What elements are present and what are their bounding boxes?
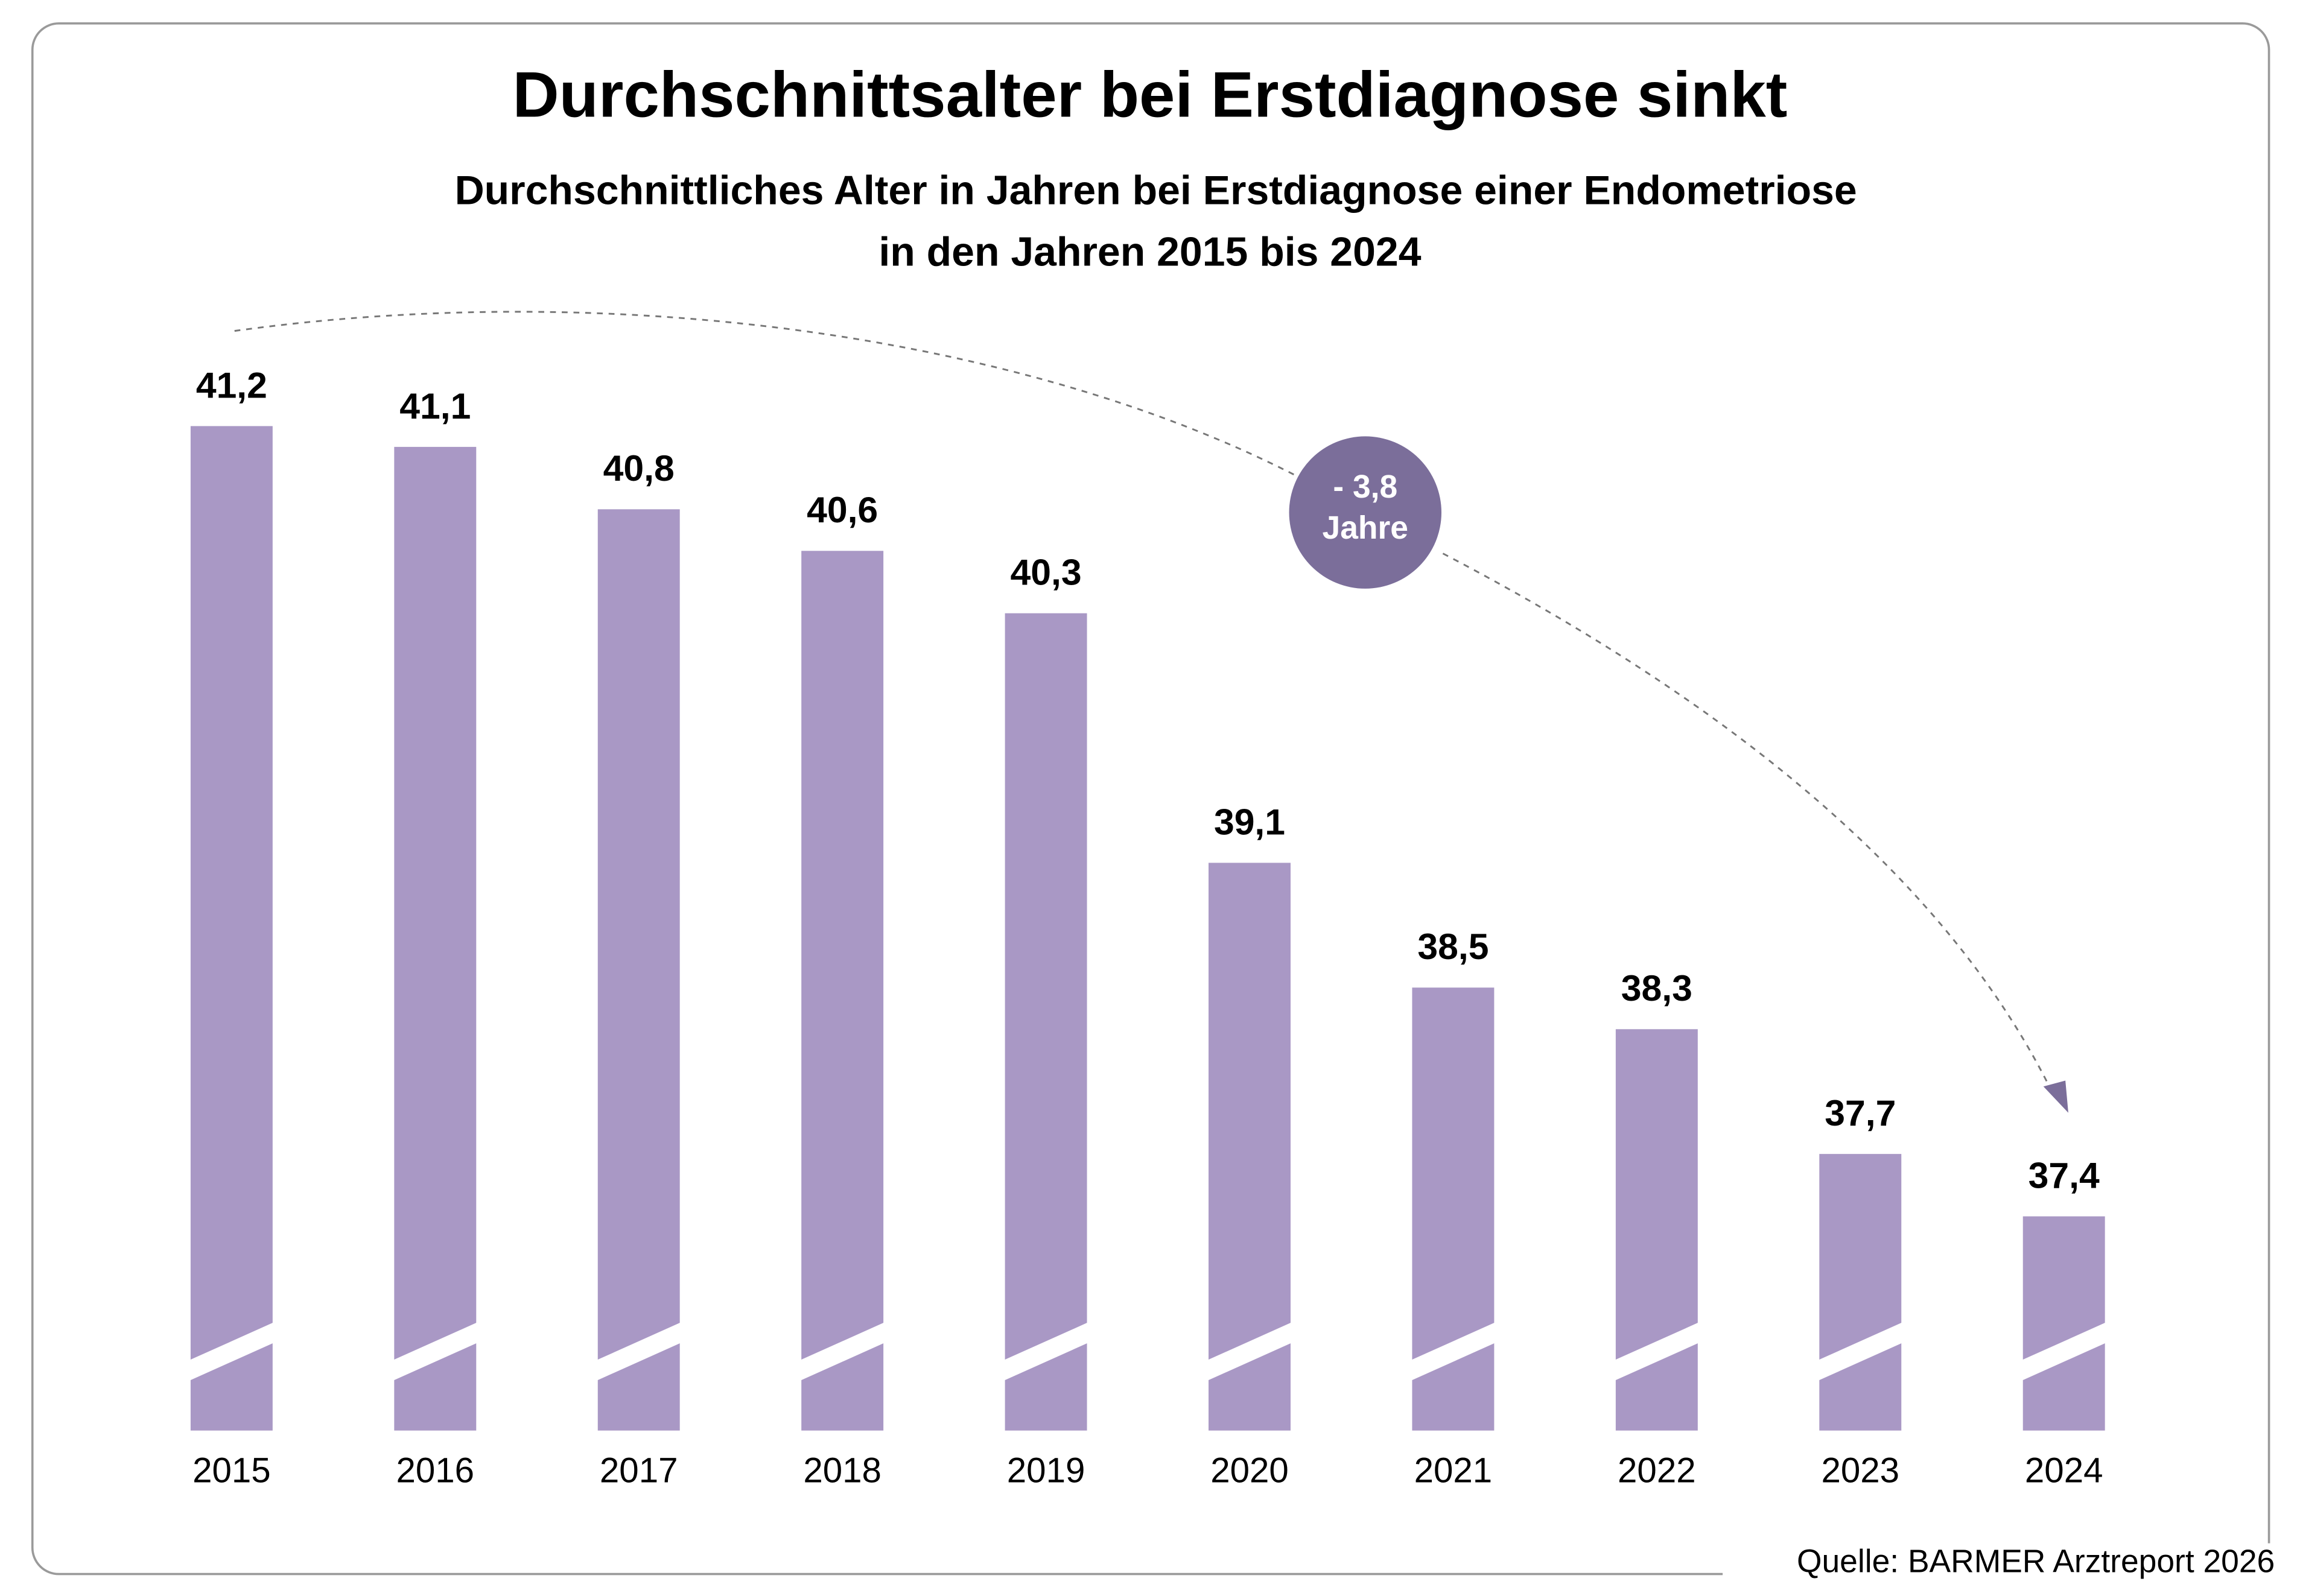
value-label: 41,1 bbox=[399, 385, 471, 426]
value-label: 40,8 bbox=[603, 448, 675, 489]
source-bg bbox=[1723, 1543, 2280, 1588]
value-label: 37,4 bbox=[2029, 1154, 2100, 1195]
annotation-badge bbox=[1289, 436, 1442, 589]
value-label: 41,2 bbox=[196, 364, 267, 405]
source: Quelle: BARMER Arztreport 2026 bbox=[1797, 1544, 2275, 1580]
value-label: 38,5 bbox=[1417, 926, 1488, 967]
axis-break bbox=[1817, 1322, 1903, 1381]
arrow-head bbox=[2043, 1080, 2068, 1113]
x-tick-label: 2018 bbox=[803, 1451, 882, 1490]
axis-break bbox=[1411, 1322, 1496, 1381]
bar bbox=[2022, 1216, 2105, 1431]
trend-arrow bbox=[234, 311, 1297, 477]
x-tick-label: 2021 bbox=[1414, 1451, 1493, 1490]
bar bbox=[1819, 1154, 1902, 1431]
bar bbox=[1005, 613, 1087, 1431]
x-tick-label: 2024 bbox=[2025, 1451, 2103, 1490]
bar bbox=[597, 509, 680, 1431]
value-label: 38,3 bbox=[1621, 967, 1692, 1009]
x-tick-label: 2020 bbox=[1210, 1451, 1289, 1490]
value-label: 40,3 bbox=[1011, 552, 1082, 593]
frame bbox=[31, 22, 2270, 1575]
axis-break bbox=[2021, 1322, 2107, 1381]
axis-break bbox=[1003, 1322, 1088, 1381]
value-label: 40,6 bbox=[807, 489, 878, 530]
bar bbox=[801, 551, 884, 1431]
axis-break bbox=[1207, 1322, 1292, 1381]
chart-title: Durchschnittsalter bei Erstdiagnose sink… bbox=[513, 58, 1788, 130]
axis-break bbox=[392, 1322, 478, 1381]
trend-arrow bbox=[1442, 553, 2055, 1096]
annotation: Jahre bbox=[1323, 510, 1408, 546]
x-tick-label: 2022 bbox=[1618, 1451, 1696, 1490]
axis-break bbox=[1614, 1322, 1700, 1381]
value-label: 39,1 bbox=[1214, 801, 1285, 842]
axis-break bbox=[189, 1322, 275, 1381]
subtitle: Durchschnittliches Alter in Jahren bei E… bbox=[455, 167, 1857, 213]
x-tick-label: 2016 bbox=[396, 1451, 474, 1490]
axis-break bbox=[799, 1322, 885, 1381]
x-tick-label: 2017 bbox=[600, 1451, 678, 1490]
x-tick-label: 2015 bbox=[192, 1451, 271, 1490]
annotation: - 3,8 bbox=[1333, 469, 1397, 505]
x-tick-label: 2019 bbox=[1007, 1451, 1085, 1490]
value-label: 37,7 bbox=[1825, 1092, 1896, 1133]
subtitle: in den Jahren 2015 bis 2024 bbox=[878, 229, 1421, 274]
axis-break bbox=[596, 1322, 682, 1381]
bar bbox=[190, 426, 273, 1431]
bar bbox=[394, 446, 477, 1431]
x-tick-label: 2023 bbox=[1821, 1451, 1899, 1490]
